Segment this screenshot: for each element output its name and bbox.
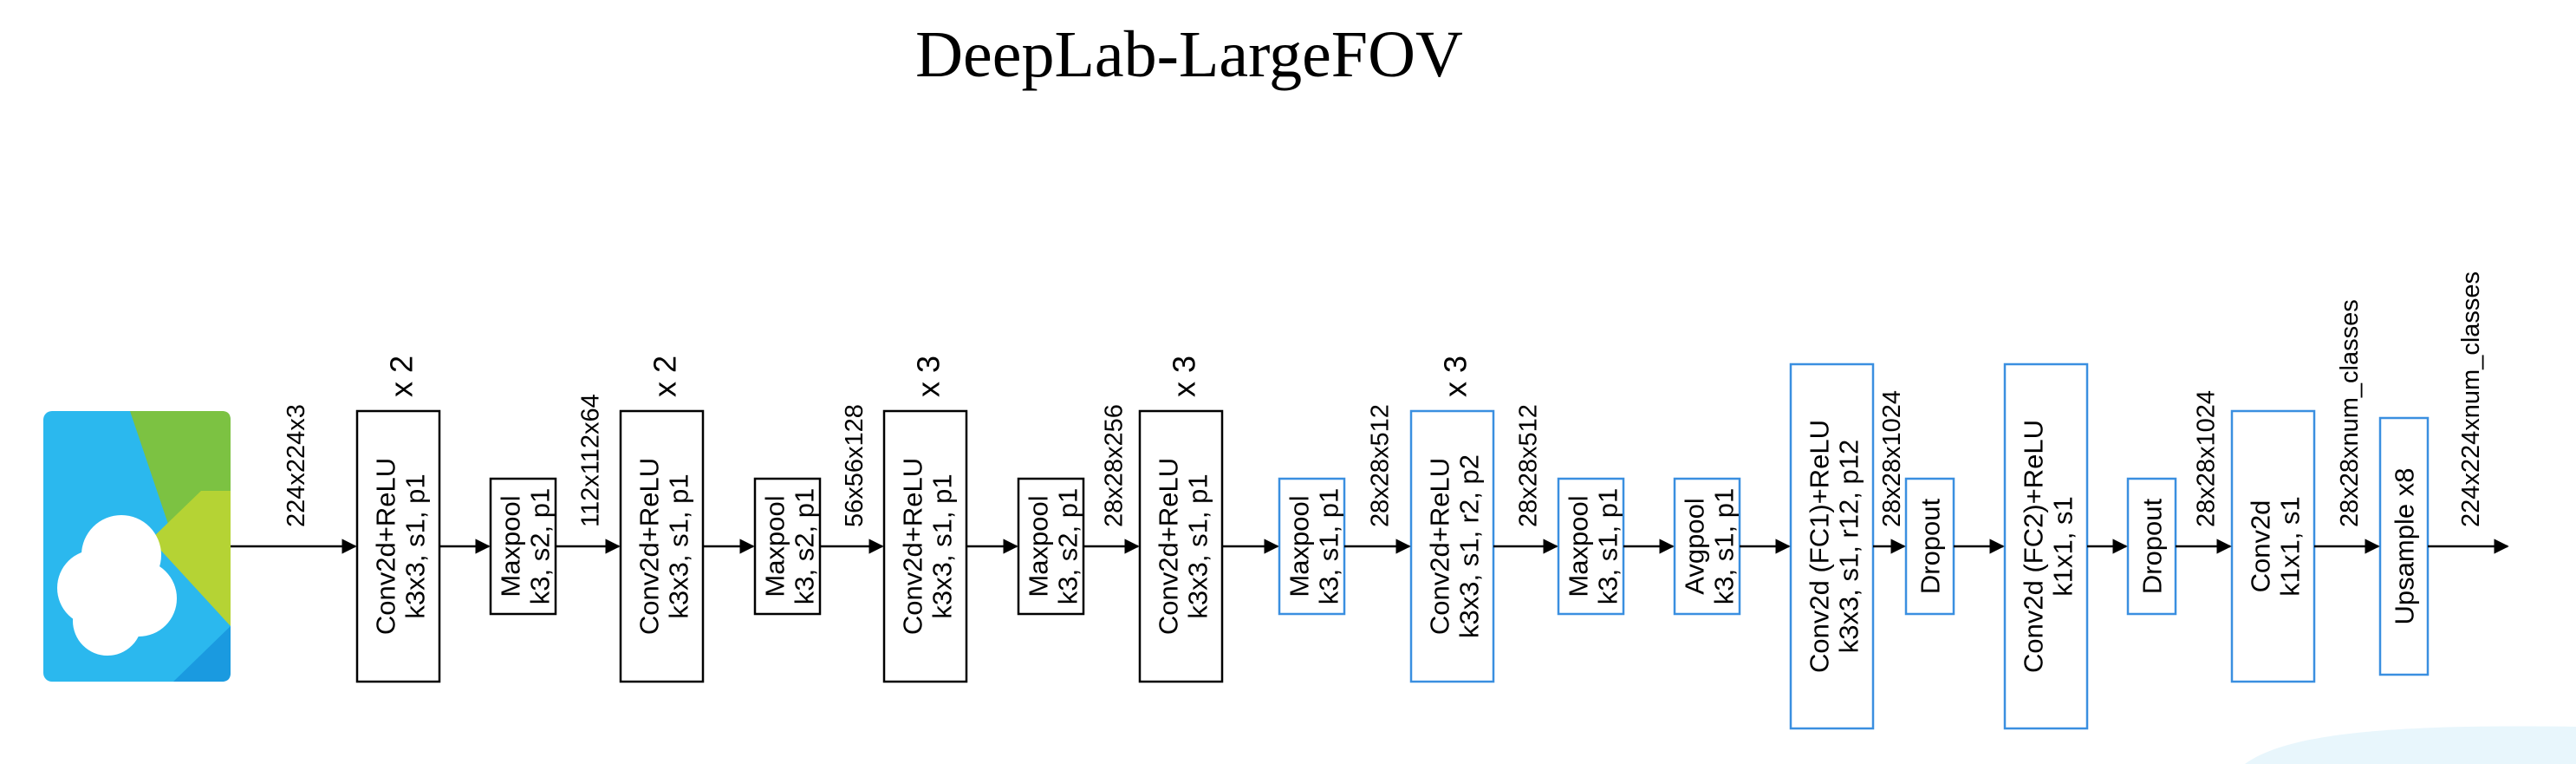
layer-type: Conv2d+ReLU: [371, 458, 401, 635]
decorative-blob: [2245, 726, 2576, 764]
layer-label: Maxpoolk3, s1, p1: [1285, 488, 1344, 604]
layer-params: k3x3, s1, p1: [927, 473, 958, 618]
repeat-count: x 2: [647, 356, 683, 397]
layer-block-11-avgpool: Avgpoolk3, s1, p1: [1673, 477, 1741, 616]
layer-label: Dropout: [1916, 498, 1946, 594]
tensor-shape-label: 56x56x128: [841, 404, 868, 527]
layer-box: [1673, 477, 1741, 616]
layer-label: Conv2dk1x1, s1: [2246, 496, 2306, 596]
layer-label: Upsample x8: [2390, 468, 2420, 625]
tensor-shape-label: 28x28x512: [1515, 404, 1543, 527]
layer-block-3-conv2d-relu: Conv2d+ReLUk3x3, s1, p1 x 2: [619, 356, 705, 683]
layer-params: k1x1, s1: [2275, 496, 2306, 596]
layer-label: Avgpoolk3, s1, p1: [1680, 488, 1740, 604]
layer-params: k3, s2, p1: [525, 488, 556, 604]
layer-params: k3x3, s1, p1: [400, 473, 431, 618]
layer-params: k1x1, s1: [2048, 496, 2078, 596]
layer-label: Conv2d+ReLUk3x3, s1, p1: [371, 458, 431, 635]
layer-type: Conv2d: [2246, 500, 2276, 593]
layer-label: Conv2d+ReLUk3x3, s1, p1: [1154, 458, 1213, 635]
cloud-image-icon: [43, 411, 231, 682]
layer-block-1-conv2d-relu: Conv2d+ReLUk3x3, s1, p1 x 2: [355, 356, 441, 683]
tensor-shape-label: 28x28x1024: [1878, 390, 1906, 527]
layer-params: k3x3, s1, p1: [1183, 473, 1213, 618]
layer-type: Dropout: [2137, 498, 2168, 594]
layer-type: Maxpool: [1024, 495, 1054, 597]
layer-type: Maxpool: [1564, 495, 1594, 597]
layer-label: Maxpoolk3, s2, p1: [496, 488, 556, 604]
layer-box: [1278, 477, 1346, 616]
layer-type: Upsample x8: [2390, 468, 2420, 625]
layer-label: Dropout: [2137, 498, 2168, 594]
layer-box: [2230, 409, 2316, 683]
layer-box: [2378, 416, 2430, 676]
repeat-count: x 3: [1167, 356, 1202, 397]
layer-block-17-upsample-x8: Upsample x8: [2378, 416, 2430, 676]
repeat-count: x 3: [1438, 356, 1473, 397]
layer-box: [882, 409, 968, 683]
layer-label: Conv2d+ReLUk3x3, s1, r2, p2: [1425, 454, 1485, 638]
layer-label: Maxpoolk3, s1, p1: [1564, 488, 1623, 604]
layer-block-15-dropout: Dropout: [2126, 477, 2177, 616]
layer-params: k3, s2, p1: [790, 488, 820, 604]
layer-block-5-conv2d-relu: Conv2d+ReLUk3x3, s1, p1 x 3: [882, 356, 968, 683]
layer-block-8-maxpool: Maxpoolk3, s1, p1: [1278, 477, 1346, 616]
tensor-shape-label: 112x112x64: [577, 394, 605, 527]
layer-label: Maxpoolk3, s2, p1: [1024, 488, 1083, 604]
layer-type: Conv2d+ReLU: [634, 458, 665, 635]
layer-box: [2003, 362, 2089, 730]
layer-type: Maxpool: [496, 495, 526, 597]
layer-params: k3x3, s1, r12, p12: [1834, 440, 1864, 653]
layer-block-4-maxpool: Maxpoolk3, s2, p1: [753, 477, 822, 616]
layer-type: Conv2d+ReLU: [1154, 458, 1184, 635]
layer-box: [489, 477, 557, 616]
layer-block-12-conv2d-fc1-relu: Conv2d (FC1)+ReLUk3x3, s1, r12, p12: [1789, 362, 1875, 730]
layer-label: Conv2d (FC2)+ReLUk1x1, s1: [2019, 420, 2078, 673]
layer-type: Conv2d (FC1)+ReLU: [1805, 420, 1835, 673]
layer-block-13-dropout: Dropout: [1904, 477, 1955, 616]
layer-type: Avgpool: [1680, 498, 1710, 594]
layer-box: [619, 409, 705, 683]
layer-label: Conv2d (FC1)+ReLUk3x3, s1, r12, p12: [1805, 420, 1864, 673]
layer-type: Dropout: [1916, 498, 1946, 594]
layer-box: [1017, 477, 1085, 616]
layer-block-14-conv2d-fc2-relu: Conv2d (FC2)+ReLUk1x1, s1: [2003, 362, 2089, 730]
layer-box: [1138, 409, 1224, 683]
layer-params: k3, s1, p1: [1314, 488, 1344, 604]
layer-params: k3, s2, p1: [1053, 488, 1083, 604]
layer-type: Maxpool: [1285, 495, 1315, 597]
repeat-count: x 2: [384, 356, 420, 397]
layer-type: Conv2d+ReLU: [898, 458, 928, 635]
layer-block-10-maxpool: Maxpoolk3, s1, p1: [1557, 477, 1625, 616]
layer-block-2-maxpool: Maxpoolk3, s2, p1: [489, 477, 557, 616]
repeat-count: x 3: [911, 356, 946, 397]
layer-block-9-conv2d-relu: Conv2d+ReLUk3x3, s1, r2, p2 x 3: [1409, 356, 1495, 683]
layer-box: [1904, 477, 1955, 616]
tensor-shape-label: 224x224x3: [283, 404, 310, 527]
layer-type: Conv2d (FC2)+ReLU: [2019, 420, 2049, 673]
layer-label: Conv2d+ReLUk3x3, s1, p1: [634, 458, 694, 635]
tensor-shape-label: 28x28x512: [1367, 404, 1395, 527]
layer-block-7-conv2d-relu: Conv2d+ReLUk3x3, s1, p1 x 3: [1138, 356, 1224, 683]
tensor-shape-label: 224x224xnum_classes: [2457, 271, 2485, 527]
layer-params: k3x3, s1, p1: [664, 473, 694, 618]
layer-type: Maxpool: [760, 495, 790, 597]
layer-block-6-maxpool: Maxpoolk3, s2, p1: [1017, 477, 1085, 616]
layer-box: [1789, 362, 1875, 730]
tensor-shape-label: 28x28xnum_classes: [2336, 299, 2364, 527]
layer-params: k3, s1, p1: [1709, 488, 1740, 604]
layer-type: Conv2d+ReLU: [1425, 458, 1455, 635]
tensor-shape-label: 28x28x256: [1101, 404, 1129, 527]
layer-label: Conv2d+ReLUk3x3, s1, p1: [898, 458, 958, 635]
diagram-title: DeepLab-LargeFOV: [915, 18, 1463, 91]
layer-params: k3, s1, p1: [1593, 488, 1623, 604]
layer-params: k3x3, s1, r2, p2: [1454, 454, 1485, 638]
layer-box: [1557, 477, 1625, 616]
layer-block-16-conv2d: Conv2dk1x1, s1: [2230, 409, 2316, 683]
layer-label: Maxpoolk3, s2, p1: [760, 488, 820, 604]
tensor-shape-label: 28x28x1024: [2193, 390, 2221, 527]
